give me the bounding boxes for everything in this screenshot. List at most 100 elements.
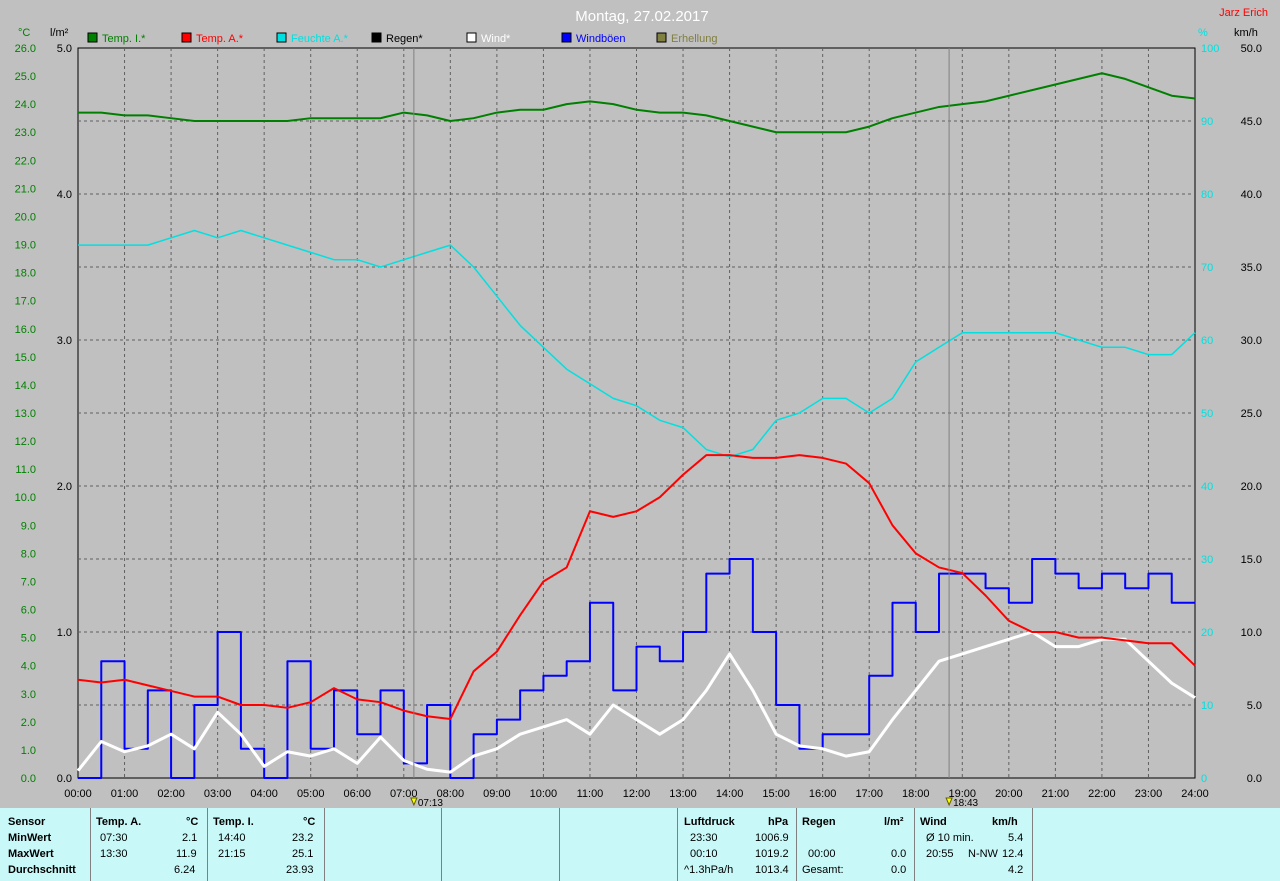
rain-unit-label: l/m² bbox=[50, 27, 69, 39]
wind-header: Wind bbox=[920, 816, 947, 828]
x-tick-label: 08:00 bbox=[437, 788, 465, 800]
humidity-tick-label: 90 bbox=[1201, 116, 1213, 128]
legend-swatch bbox=[371, 32, 382, 43]
temp-tick-label: 19.0 bbox=[15, 240, 36, 252]
sunrise-label: 07:13 bbox=[418, 798, 443, 808]
avg-row-label: Durchschnitt bbox=[8, 864, 76, 876]
rain-tick-label: 3.0 bbox=[57, 335, 72, 347]
wind-avg10-label: Ø 10 min. bbox=[926, 832, 974, 844]
x-tick-label: 13:00 bbox=[669, 788, 697, 800]
author-label: Jarz Erich bbox=[1219, 7, 1268, 19]
wind-avg: 4.2 bbox=[1008, 864, 1024, 876]
pressure-header: Luftdruck bbox=[684, 816, 735, 828]
x-tick-label: 01:00 bbox=[111, 788, 139, 800]
legend-swatch bbox=[276, 32, 287, 43]
wind-tick-label: 50.0 bbox=[1241, 43, 1262, 55]
legend-swatch bbox=[181, 32, 192, 43]
rain-total-label: Gesamt: bbox=[802, 864, 844, 876]
pressure-max-time: 00:10 bbox=[690, 848, 718, 860]
temp-i-min-time: 14:40 bbox=[218, 832, 246, 844]
temp-tick-label: 23.0 bbox=[15, 127, 36, 139]
rain-tick-label: 5.0 bbox=[57, 43, 72, 55]
x-tick-label: 05:00 bbox=[297, 788, 325, 800]
humidity-tick-label: 30 bbox=[1201, 554, 1213, 566]
wind-max-val: 12.4 bbox=[1002, 848, 1024, 860]
temp-a-max-time: 13:30 bbox=[100, 848, 128, 860]
humidity-tick-label: 40 bbox=[1201, 481, 1213, 493]
legend-label: Regen* bbox=[386, 33, 423, 45]
rain-tick-label: 0.0 bbox=[57, 773, 72, 785]
max-row-label: MaxWert bbox=[8, 848, 54, 860]
humidity-tick-label: 20 bbox=[1201, 627, 1213, 639]
x-tick-label: 07:00 bbox=[390, 788, 418, 800]
series-line-feuchtea bbox=[78, 229, 1196, 458]
pressure-min-time: 23:30 bbox=[690, 832, 718, 844]
rain-max-val: 0.0 bbox=[891, 848, 907, 860]
x-tick-label: 21:00 bbox=[1042, 788, 1070, 800]
pressure-unit: hPa bbox=[768, 816, 789, 828]
x-tick-label: 15:00 bbox=[762, 788, 790, 800]
humidity-tick-label: 60 bbox=[1201, 335, 1213, 347]
temp-tick-label: 21.0 bbox=[15, 183, 36, 195]
series-line-windben bbox=[78, 558, 1195, 779]
temp-tick-label: 22.0 bbox=[15, 155, 36, 167]
axis-ticks: 00:00 01:00 02:00 03:00 04:00 05:00 06:00 07:00… bbox=[15, 43, 1262, 800]
temp-tick-label: 16.0 bbox=[15, 324, 36, 336]
chart-title: Montag, 27.02.2017 bbox=[575, 8, 708, 25]
min-row-label: MinWert bbox=[8, 832, 52, 844]
legend-label: Windböen bbox=[576, 33, 626, 45]
x-tick-label: 20:00 bbox=[995, 788, 1023, 800]
temp-tick-label: 7.0 bbox=[21, 576, 36, 588]
wind-tick-label: 15.0 bbox=[1241, 554, 1262, 566]
wind-unit: km/h bbox=[992, 816, 1018, 828]
temp-tick-label: 3.0 bbox=[21, 689, 36, 701]
humidity-tick-label: 50 bbox=[1201, 408, 1213, 420]
rain-total: 0.0 bbox=[891, 864, 907, 876]
humidity-tick-label: 80 bbox=[1201, 189, 1213, 201]
temp-tick-label: 13.0 bbox=[15, 408, 36, 420]
temp-unit-label: °C bbox=[18, 27, 30, 39]
x-tick-label: 23:00 bbox=[1135, 788, 1163, 800]
rain-max-time: 00:00 bbox=[808, 848, 836, 860]
legend-label: Temp. I.* bbox=[102, 33, 146, 45]
legend-label: Feuchte A.* bbox=[291, 33, 349, 45]
summary-table: Sensor MinWert MaxWert Durchschnitt Temp… bbox=[0, 808, 1280, 881]
temp-tick-label: 14.0 bbox=[15, 380, 36, 392]
x-tick-label: 14:00 bbox=[716, 788, 744, 800]
temp-a-avg: 6.24 bbox=[174, 864, 196, 876]
humidity-tick-label: 100 bbox=[1201, 43, 1219, 55]
wind-avg10-val: 5.4 bbox=[1008, 832, 1024, 844]
wind-tick-label: 5.0 bbox=[1247, 700, 1262, 712]
x-tick-label: 04:00 bbox=[250, 788, 278, 800]
temp-a-max-val: 11.9 bbox=[176, 848, 197, 860]
legend-label: Erhellung bbox=[671, 33, 717, 45]
series-line-tempi bbox=[78, 72, 1196, 134]
x-tick-label: 09:00 bbox=[483, 788, 511, 800]
temp-i-unit: °C bbox=[303, 816, 316, 828]
x-tick-label: 24:00 bbox=[1181, 788, 1209, 800]
sunset-icon bbox=[945, 797, 953, 807]
wind-tick-label: 25.0 bbox=[1241, 408, 1262, 420]
rain-tick-label: 4.0 bbox=[57, 189, 72, 201]
series-line-tempa bbox=[77, 454, 1196, 721]
x-tick-label: 22:00 bbox=[1088, 788, 1116, 800]
temp-a-header: Temp. A. bbox=[96, 816, 142, 828]
temp-tick-label: 12.0 bbox=[15, 436, 36, 448]
temp-i-max-val: 25.1 bbox=[292, 848, 314, 860]
temp-tick-label: 5.0 bbox=[21, 633, 36, 645]
x-tick-label: 02:00 bbox=[157, 788, 185, 800]
temp-tick-label: 2.0 bbox=[21, 717, 36, 729]
temp-tick-label: 24.0 bbox=[15, 99, 36, 111]
sunrise-icon bbox=[410, 797, 418, 807]
legend-label: Temp. A.* bbox=[196, 33, 244, 45]
rain-header: Regen bbox=[802, 816, 836, 828]
wind-tick-label: 45.0 bbox=[1241, 116, 1262, 128]
temp-a-min-val: 2.1 bbox=[182, 832, 198, 844]
temp-tick-label: 6.0 bbox=[21, 605, 36, 617]
chart-legend: Temp. I.* Temp. A.* Feuchte A.* Regen* Wind*… bbox=[87, 32, 717, 45]
temp-tick-label: 8.0 bbox=[21, 548, 36, 560]
x-tick-label: 17:00 bbox=[855, 788, 883, 800]
temp-tick-label: 25.0 bbox=[15, 71, 36, 83]
temp-tick-label: 15.0 bbox=[15, 352, 36, 364]
temp-i-max-time: 21:15 bbox=[218, 848, 246, 860]
